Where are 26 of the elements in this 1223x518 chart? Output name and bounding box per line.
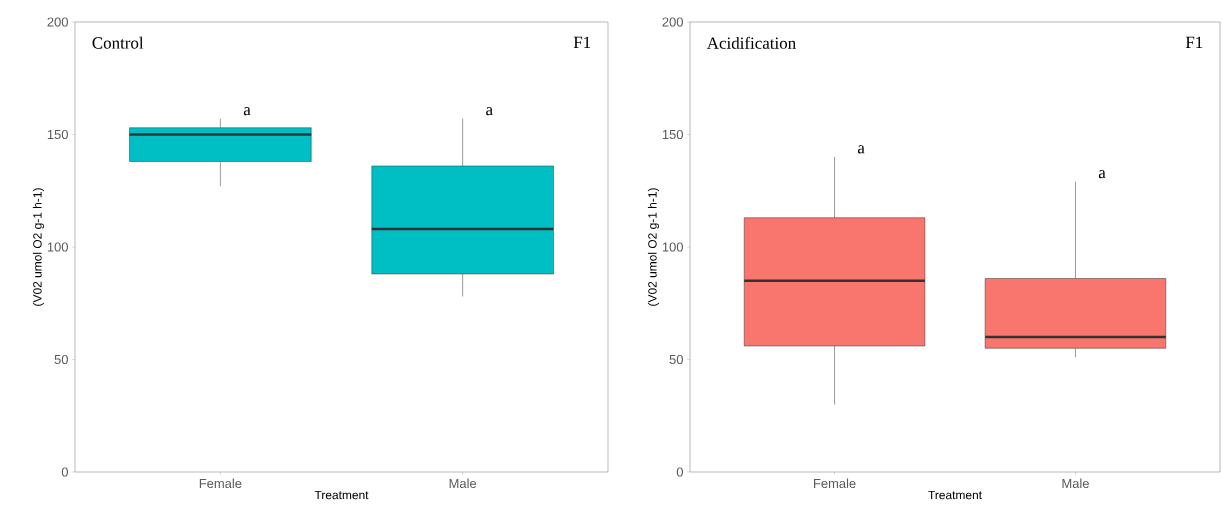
y-tick-label: 100 [662, 242, 683, 252]
x-tick-label: Female [199, 478, 242, 489]
annotation: F1 [573, 36, 591, 48]
y-tick-label: 100 [47, 242, 68, 252]
y-tick-label: 150 [662, 129, 683, 140]
x-axis-title: Treatment [928, 490, 982, 500]
x-tick-label: Male [449, 478, 477, 489]
y-tick-label: 150 [47, 129, 68, 140]
annotation: a [857, 145, 865, 154]
annotation: F1 [1185, 36, 1203, 48]
y-tick-label: 0 [61, 467, 68, 477]
annotation: a [486, 107, 493, 116]
y-tick-label: 200 [47, 17, 68, 27]
annotation: a [1098, 170, 1106, 179]
annotation: Control [92, 36, 144, 49]
y-tick-label: 0 [676, 467, 683, 477]
y-tick-label: 200 [662, 17, 683, 27]
y-tick-label: 50 [669, 354, 683, 365]
y-axis-title: (V02 umol O2 g-1 h-1) [647, 188, 660, 306]
y-tick-label: 50 [54, 354, 68, 365]
annotation: Acidification [706, 36, 796, 49]
x-tick-label: Male [1062, 478, 1089, 489]
annotation: a [243, 107, 251, 116]
x-tick-label: Female [814, 478, 856, 489]
x-axis-title: Treatment [314, 490, 369, 500]
y-axis-title: (V02 umol O2 g-1 h-1) [32, 188, 45, 306]
